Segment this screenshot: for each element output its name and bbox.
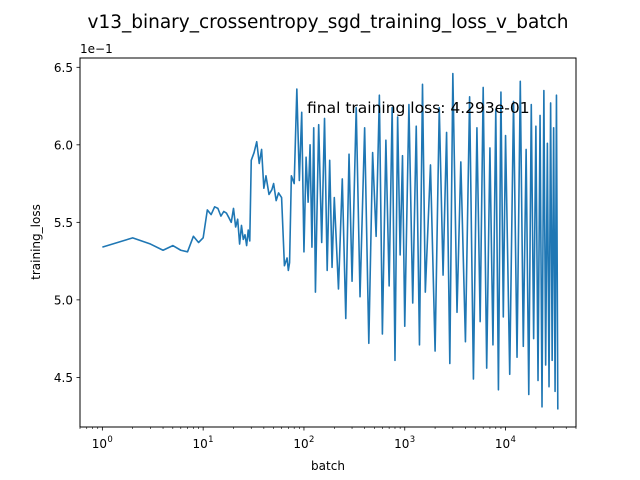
y-tick-label: 5.5 [54,216,73,230]
y-tick-label: 4.5 [54,371,73,385]
y-tick-label: 6.0 [54,138,73,152]
x-tick-label: 10 [293,437,308,451]
x-axis-label: batch [311,459,345,473]
y-tick-label: 5.0 [54,293,73,307]
chart-title: v13_binary_crossentropy_sgd_training_los… [88,12,569,33]
plot-frame [79,57,577,428]
x-tick-exponent: 3 [410,435,415,445]
y-axis-label: training_loss [29,204,43,280]
x-tick-exponent: 1 [208,435,213,445]
x-tick-label: 10 [394,437,409,451]
x-tick-exponent: 2 [309,435,314,445]
final-loss-annotation: final training loss: 4.293e-01 [307,99,530,117]
x-tick-label: 10 [495,437,510,451]
x-tick-exponent: 4 [511,435,516,445]
y-tick-label: 6.5 [54,61,73,75]
x-tick-label: 10 [92,437,107,451]
x-tick-exponent: 0 [107,435,112,445]
x-tick-label: 10 [193,437,208,451]
y-offset-label: 1e−1 [80,42,113,56]
loss-series-line [102,72,559,410]
